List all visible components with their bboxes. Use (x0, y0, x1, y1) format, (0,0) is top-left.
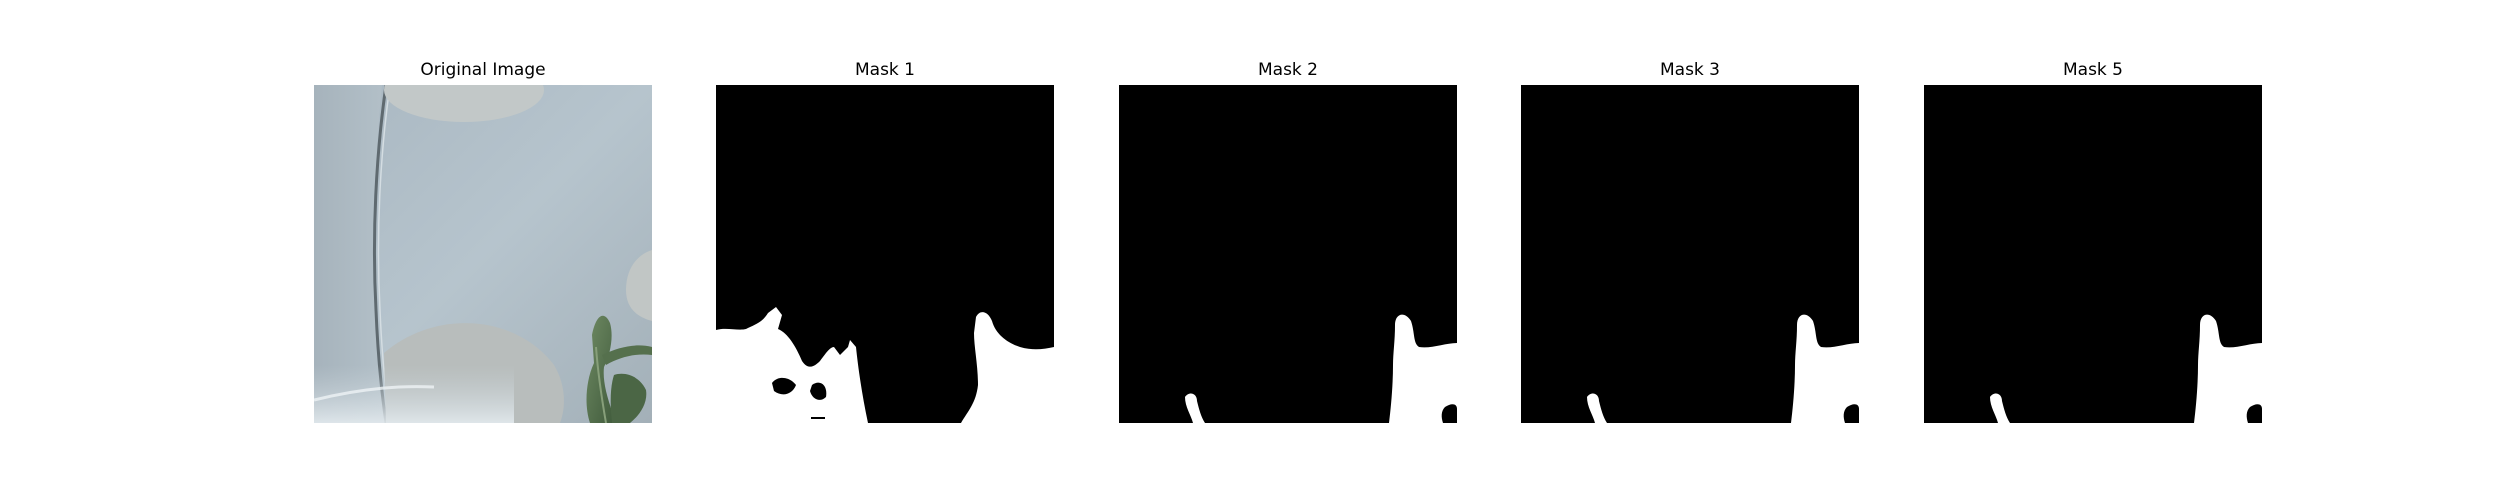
mask-1-hole-center (810, 382, 827, 400)
mask-5-image (1924, 85, 2262, 423)
mask-1-panel: Mask 1 (716, 0, 1054, 500)
mask-3-corner-dark (1843, 404, 1859, 423)
mask-2-region-plant (1389, 314, 1457, 423)
mask-1-region-right (961, 312, 1054, 423)
mask-2-title: Mask 2 (1257, 60, 1318, 80)
mask-1-hole-left (772, 377, 796, 395)
photo-plant (586, 315, 652, 423)
mask-3-region-plant (1791, 314, 1859, 423)
mask-3-region-small (1587, 393, 1607, 423)
mask-5-panel: Mask 5 (1924, 0, 2262, 500)
original-image-panel: Original Image (314, 0, 652, 500)
mask-1-region-left (716, 307, 868, 423)
photo-left-surface (314, 85, 386, 423)
mask-2-image (1119, 85, 1457, 423)
mask-3-title: Mask 3 (1659, 60, 1720, 80)
photo-right-ellipse (626, 250, 652, 321)
mask-3-panel: Mask 3 (1521, 0, 1859, 500)
mask-1-image (716, 85, 1054, 423)
mask-1-title: Mask 1 (854, 60, 915, 80)
photo-top-ellipse (384, 85, 544, 122)
mask-5-region-small (1990, 393, 2010, 423)
mask-5-region-plant (2194, 314, 2262, 423)
mask-5-corner-dark (2246, 404, 2262, 423)
mask-2-panel: Mask 2 (1119, 0, 1457, 500)
mask-2-region-small (1185, 393, 1205, 423)
mask-3-image (1521, 85, 1859, 423)
original-image-title: Original Image (420, 60, 546, 80)
photo-reflection-line (314, 385, 435, 402)
mask-2-corner-dark (1441, 404, 1457, 423)
original-image (314, 85, 652, 423)
mask-5-title: Mask 5 (2062, 60, 2123, 80)
mask-1-speck (811, 417, 825, 419)
